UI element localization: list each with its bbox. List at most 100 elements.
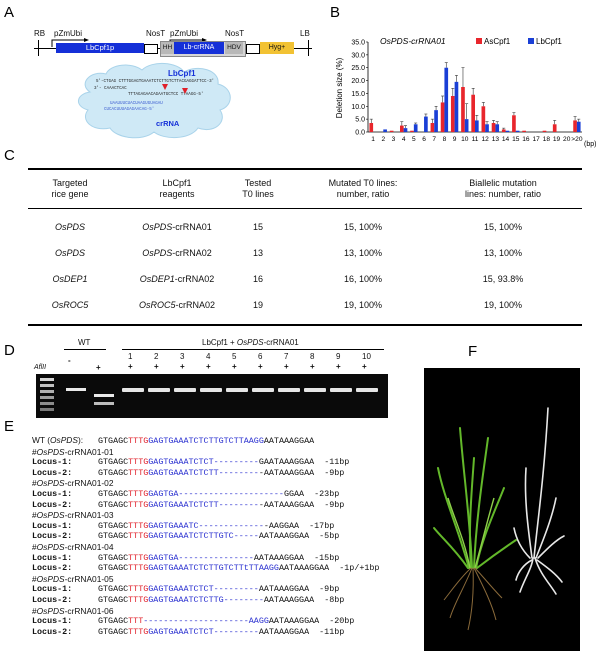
indel-note: -9bp bbox=[309, 584, 340, 595]
pam-site: TTTG bbox=[128, 520, 149, 531]
gel-band bbox=[122, 388, 144, 392]
line-id-part: OsPDS bbox=[36, 446, 65, 457]
gel-lane-number: 5 bbox=[232, 352, 237, 361]
indel-note: -11bp bbox=[314, 457, 350, 468]
locus-sequence: GTGAGCTTT---------------------AAGGAATAAA… bbox=[98, 616, 354, 627]
x-tick-label: 19 bbox=[553, 136, 561, 143]
pam-site: TTTG bbox=[128, 531, 149, 542]
pam-site: TTTG bbox=[128, 552, 149, 563]
indel-note: -5bp bbox=[309, 531, 340, 542]
line-id-part: -crRNA01-04 bbox=[64, 542, 114, 552]
cell-reagent: OsDEP1-crRNA02 bbox=[122, 274, 232, 285]
rb-label: RB bbox=[34, 29, 46, 38]
gel-lane-plus: + bbox=[128, 362, 133, 371]
bar-lbcpf1-10 bbox=[464, 119, 469, 132]
wt-label-part: ): bbox=[77, 435, 84, 445]
seq-flank: GTGAGC bbox=[98, 595, 129, 605]
gel-wt-bracket bbox=[64, 349, 106, 350]
seq-flank: AATAAAGGAA bbox=[253, 552, 305, 563]
gel-minus-label: - bbox=[68, 356, 71, 365]
gel-lanes-title: LbCpf1 + OsPDS-crRNA01 bbox=[202, 338, 299, 347]
target-site: GAGTGAAATCTCTTGTC----- bbox=[148, 531, 259, 542]
target-site: GAGTGAAATCTCTTG-------- bbox=[148, 595, 264, 605]
x-tick-label: 8 bbox=[443, 136, 447, 143]
locus-label: Locus-2: bbox=[32, 467, 73, 478]
panel-label-b: B bbox=[330, 4, 341, 21]
panel-label-c: C bbox=[4, 147, 15, 164]
seq-flank: GTGAGC bbox=[98, 616, 129, 627]
header-line: LbCpf1 bbox=[162, 178, 192, 188]
bar-lbcpf1-13 bbox=[495, 124, 500, 132]
gel-lane-plus: + bbox=[180, 362, 185, 371]
cell-mutated: 19, 100% bbox=[343, 300, 383, 310]
cell-reagent: OsPDS-crRNA01 bbox=[122, 222, 232, 233]
chart-legend: AsCpf1 LbCpf1 bbox=[476, 37, 562, 46]
gel-lane-plus: + bbox=[154, 362, 159, 371]
line-id: #OsPDS-crRNA01-02 bbox=[32, 478, 113, 488]
line-id: #OsPDS-crRNA01-06 bbox=[32, 606, 113, 616]
line-id-part: # bbox=[32, 542, 37, 552]
line-id: #OsPDS-crRNA01-03 bbox=[32, 510, 113, 520]
table-row: OsROC5 OsROC5-crRNA02 19 19, 100% 19, 10… bbox=[28, 300, 582, 312]
cell-reagent-suffix: -crRNA02 bbox=[174, 274, 215, 284]
indel-note: -9bp bbox=[314, 467, 345, 478]
bar-ascpf1-14 bbox=[501, 129, 506, 132]
legend-swatch-lbcpf1 bbox=[528, 38, 534, 44]
bar-ascpf1-5 bbox=[410, 130, 414, 132]
bar-ascpf1-10 bbox=[461, 87, 465, 132]
cell-reagent-gene: OsPDS bbox=[142, 248, 173, 258]
cell-reagent-suffix: -crRNA01 bbox=[172, 222, 212, 232]
cell-biallelic: 15, 100% bbox=[483, 222, 523, 232]
target-dna-bottom-strand-a: 3'- CAAACTCAC bbox=[94, 87, 127, 91]
locus-label: Locus-1: bbox=[32, 457, 73, 468]
line-id: #OsPDS-crRNA01-05 bbox=[32, 574, 113, 584]
bar-ascpf1-12 bbox=[481, 106, 486, 132]
y-tick-label: 0.0 bbox=[355, 130, 365, 137]
bar-ascpf1-16 bbox=[522, 130, 526, 132]
seq-flank: GAATAAAGGAA bbox=[258, 457, 315, 468]
x-tick-label: 11 bbox=[472, 136, 479, 143]
header-line: Tested bbox=[244, 178, 272, 188]
bar-ascpf1-4 bbox=[399, 125, 404, 132]
hyg-marker-block: Hyg+ bbox=[260, 42, 294, 54]
line-id-part: -crRNA01-01 bbox=[64, 446, 114, 457]
target-dna-bottom-strand-b: TTTAGAGAACAGAATGCTCC TTAAGG-5' bbox=[128, 93, 204, 97]
bar-lbcpf1-8 bbox=[444, 67, 449, 132]
bar-ascpf1-3 bbox=[389, 130, 394, 132]
target-site: GAGTGAAATCTCT--------- bbox=[148, 584, 259, 595]
cell-reagent: OsPDS-crRNA02 bbox=[122, 248, 232, 259]
gel-band bbox=[200, 388, 222, 392]
pam-site: TTTG bbox=[128, 489, 149, 499]
indel-note: -11bp bbox=[309, 626, 345, 637]
y-tick-label: 15.0 bbox=[351, 91, 365, 98]
hdv-ribozyme-block: HDV bbox=[225, 42, 243, 54]
bar-ascpf1-7 bbox=[430, 123, 435, 132]
x-tick-label: 17 bbox=[532, 136, 540, 143]
seq-flank: GTGAGC bbox=[98, 563, 129, 574]
mutation-summary-table: Targeted rice gene LbCpf1 reagents Tested T… bbox=[28, 166, 584, 336]
chart-x-ticks: 1 2 3 4 5 6 7 8 9 10 11 12 13 14 15 16 17 18 19 20 >20 bbox=[371, 136, 583, 143]
wt-label-part: OsPDS bbox=[50, 435, 78, 445]
bar-lbcpf1-9 bbox=[454, 81, 459, 132]
cell-gene: OsROC5 bbox=[51, 300, 89, 310]
header-mutated-lines: Mutated T0 lines: number, ratio bbox=[298, 178, 428, 200]
x-tick-label: 2 bbox=[381, 136, 385, 143]
x-tick-label: 13 bbox=[492, 136, 500, 143]
locus-label: Locus-2: bbox=[32, 595, 73, 605]
promoter1-arrow bbox=[51, 38, 89, 47]
gel-band bbox=[304, 388, 326, 392]
gel-wt-label: WT bbox=[78, 338, 91, 347]
gel-band bbox=[252, 388, 274, 392]
wt-label-part: WT ( bbox=[32, 435, 50, 445]
bar-ascpf1-19 bbox=[552, 124, 557, 132]
indel-note: -17bp bbox=[299, 520, 335, 531]
line-id-part: OsPDS bbox=[36, 510, 65, 521]
y-tick-label: 30.0 bbox=[351, 52, 365, 59]
locus-label: Locus-2: bbox=[32, 563, 73, 574]
legend-label-ascpf1: AsCpf1 bbox=[484, 37, 511, 46]
cell-gene: OsPDS bbox=[54, 248, 85, 258]
cleavage-site-markers bbox=[162, 84, 188, 94]
nost1-label: NosT bbox=[146, 29, 166, 38]
target-site: GAGTGA--------------- bbox=[148, 552, 254, 563]
rb-border bbox=[38, 40, 39, 56]
